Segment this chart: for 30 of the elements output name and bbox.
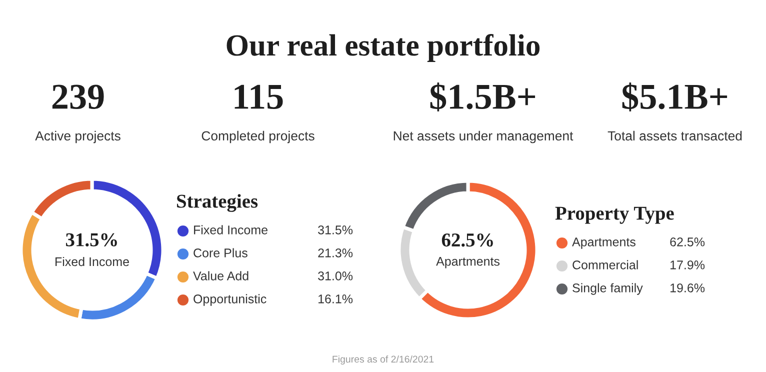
text: 31.5% bbox=[66, 233, 117, 246]
text: $5.1B+ bbox=[622, 82, 728, 112]
legend-label: Fixed Income bbox=[194, 225, 268, 234]
text: Apartments bbox=[436, 257, 500, 268]
text: Total assets transacted bbox=[608, 130, 742, 141]
data-label: 21.3% bbox=[318, 248, 353, 258]
legend-label: Value Add bbox=[193, 271, 248, 280]
text: 115 bbox=[234, 84, 283, 110]
legend-label: Apartments bbox=[572, 238, 636, 249]
text: 239 bbox=[52, 84, 104, 110]
text: Property Type bbox=[555, 206, 674, 224]
text: $1.5B+ bbox=[430, 82, 536, 112]
data-label: 17.9% bbox=[670, 260, 705, 270]
text: Fixed Income bbox=[56, 256, 129, 266]
text: Our real estate portfolio bbox=[226, 34, 540, 62]
text: 62.5% bbox=[442, 233, 493, 247]
data-label: 62.5% bbox=[670, 238, 705, 246]
text: Figures as of 2/16/2021 bbox=[332, 355, 434, 365]
text: Strategies bbox=[177, 194, 258, 212]
data-label: 31.0% bbox=[318, 272, 353, 280]
legend-label: Single family bbox=[572, 283, 643, 295]
legend-label: Commercial bbox=[572, 260, 638, 270]
legend-label: Core Plus bbox=[194, 248, 248, 258]
data-label: 16.1% bbox=[318, 294, 353, 304]
data-label: 19.6% bbox=[670, 284, 705, 292]
text: Completed projects bbox=[202, 130, 314, 144]
legend-label: Opportunistic bbox=[194, 294, 266, 306]
text: Active projects bbox=[35, 130, 120, 144]
data-label: 31.5% bbox=[318, 226, 353, 234]
text: Net assets under management bbox=[394, 130, 574, 144]
